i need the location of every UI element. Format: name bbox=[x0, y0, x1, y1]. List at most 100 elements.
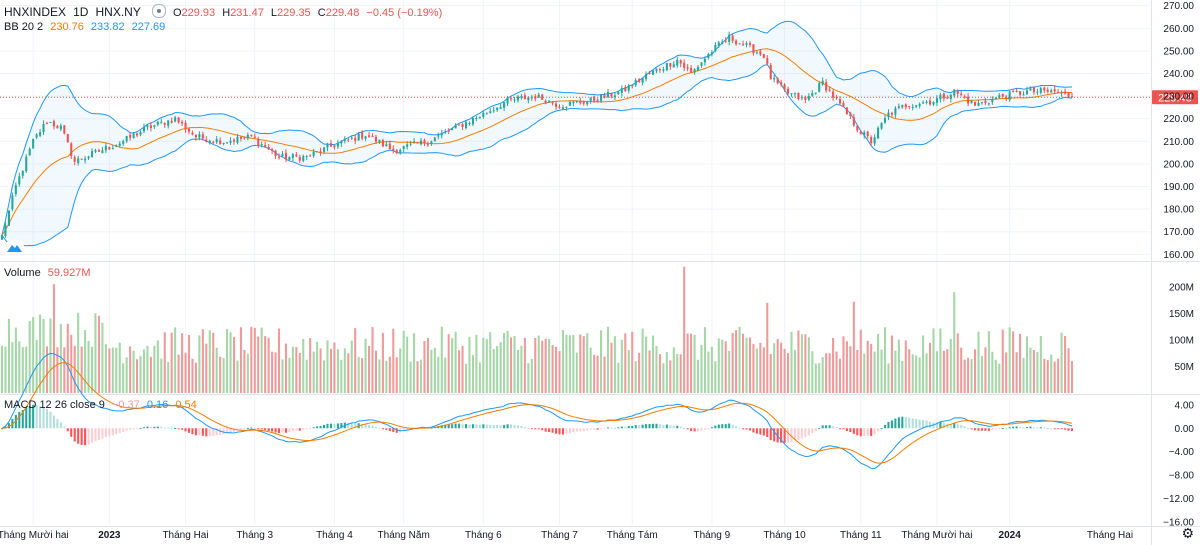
gear-icon[interactable]: ⚙ bbox=[1181, 525, 1194, 541]
time-tick-label: Tháng 4 bbox=[316, 530, 353, 541]
bb-legend[interactable]: BB 20 2 230.76 233.82 227.69 bbox=[4, 20, 169, 34]
volume-bar bbox=[139, 356, 142, 393]
volume-bar bbox=[1050, 354, 1053, 393]
candle-body bbox=[1043, 87, 1046, 91]
volume-legend[interactable]: Volume 59.927M bbox=[4, 266, 95, 280]
candle-body bbox=[894, 108, 897, 115]
candle-body bbox=[354, 137, 357, 141]
macd-hist-bar bbox=[977, 428, 980, 431]
candle-body bbox=[219, 140, 222, 145]
candle-body bbox=[669, 63, 672, 67]
candle-body bbox=[392, 148, 395, 151]
candle-body bbox=[32, 138, 35, 149]
volume-bar bbox=[447, 334, 450, 393]
candle-body bbox=[194, 134, 197, 138]
macd-hist-bar bbox=[489, 424, 492, 429]
macd-hist-bar bbox=[142, 427, 146, 429]
candle-body bbox=[198, 134, 201, 138]
volume-bar bbox=[859, 329, 862, 393]
candle-body bbox=[461, 123, 464, 128]
candle-body bbox=[142, 126, 146, 132]
macd-hist-bar bbox=[530, 428, 533, 430]
candle-body bbox=[721, 41, 724, 44]
macd-hist-bar bbox=[194, 428, 197, 436]
macd-hist-bar bbox=[755, 428, 758, 434]
volume-bar bbox=[350, 340, 353, 393]
candle-body bbox=[291, 154, 294, 158]
candle-body bbox=[115, 145, 118, 147]
volume-bar bbox=[835, 351, 838, 393]
macd-hist-bar bbox=[565, 428, 568, 435]
volume-bar bbox=[544, 338, 547, 393]
tradingview-logo-icon[interactable] bbox=[5, 240, 24, 254]
candle-body bbox=[890, 112, 893, 115]
macd-hist-bar bbox=[672, 425, 675, 429]
candle-body bbox=[298, 156, 301, 161]
volume-bar bbox=[807, 337, 810, 393]
interval-label[interactable]: 1D bbox=[73, 5, 89, 19]
volume-bar bbox=[814, 363, 817, 393]
volume-bar bbox=[326, 340, 329, 393]
candle-body bbox=[880, 123, 883, 129]
candle-body bbox=[714, 45, 717, 51]
macd-hist-bar bbox=[1060, 428, 1063, 430]
volume-bar bbox=[918, 357, 921, 393]
candle-body bbox=[710, 52, 713, 55]
macd-hist-bar bbox=[156, 426, 159, 429]
volume-bar bbox=[184, 352, 187, 393]
candle-body bbox=[73, 157, 76, 162]
volume-bar bbox=[856, 349, 859, 393]
symbol-name[interactable]: HNXINDEX bbox=[4, 5, 67, 19]
candle-body bbox=[187, 128, 191, 132]
candle-body bbox=[1070, 96, 1074, 98]
macd-hist-bar bbox=[925, 420, 928, 429]
candle-body bbox=[904, 104, 907, 108]
candle-body bbox=[548, 100, 551, 103]
candle-body bbox=[257, 138, 260, 146]
candle-body bbox=[347, 139, 350, 141]
candle-body bbox=[821, 80, 824, 85]
volume-bar bbox=[769, 353, 772, 393]
candle-body bbox=[849, 113, 852, 116]
volume-bar bbox=[132, 350, 135, 393]
macd-legend[interactable]: MACD 12 26 close 9 −0.37 0.16 0.54 bbox=[4, 398, 201, 412]
volume-bar bbox=[340, 359, 343, 393]
candle-body bbox=[1053, 89, 1056, 92]
macd-hist-bar bbox=[613, 427, 616, 429]
macd-hist-bar bbox=[852, 428, 855, 434]
candle-body bbox=[129, 134, 132, 138]
candle-body bbox=[693, 69, 696, 73]
volume-bar bbox=[115, 347, 118, 393]
candle-body bbox=[565, 106, 568, 108]
candle-body bbox=[825, 82, 828, 91]
macd-hist-bar bbox=[174, 427, 177, 429]
candle-body bbox=[575, 101, 578, 103]
macd-hist-bar bbox=[648, 424, 651, 429]
volume-bar bbox=[281, 359, 284, 393]
volume-bar bbox=[728, 350, 731, 393]
candle-body bbox=[264, 144, 267, 148]
macd-hist-bar bbox=[745, 428, 748, 430]
macd-hist-bar bbox=[877, 428, 880, 432]
macd-hist-bar bbox=[104, 428, 107, 437]
high-value: 231.47 bbox=[230, 7, 264, 19]
volume-bar bbox=[683, 266, 686, 393]
candle-body bbox=[648, 72, 651, 74]
candle-body bbox=[915, 105, 918, 107]
volume-value: 59.927M bbox=[47, 267, 91, 279]
volume-bar bbox=[187, 334, 191, 393]
candle-body bbox=[776, 78, 779, 84]
volume-bar bbox=[461, 345, 464, 393]
candle-body bbox=[63, 125, 66, 134]
macd-hist-bar bbox=[832, 426, 835, 429]
candle-body bbox=[160, 121, 163, 123]
candle-body bbox=[600, 94, 603, 101]
volume-bar bbox=[1039, 335, 1042, 393]
macd-hist-bar bbox=[305, 428, 308, 430]
bb-upper-value: 233.82 bbox=[90, 21, 125, 33]
candle-body bbox=[482, 112, 485, 117]
macd-hist-bar bbox=[271, 428, 274, 432]
candle-body bbox=[811, 92, 814, 96]
macd-hist-bar bbox=[991, 428, 994, 430]
